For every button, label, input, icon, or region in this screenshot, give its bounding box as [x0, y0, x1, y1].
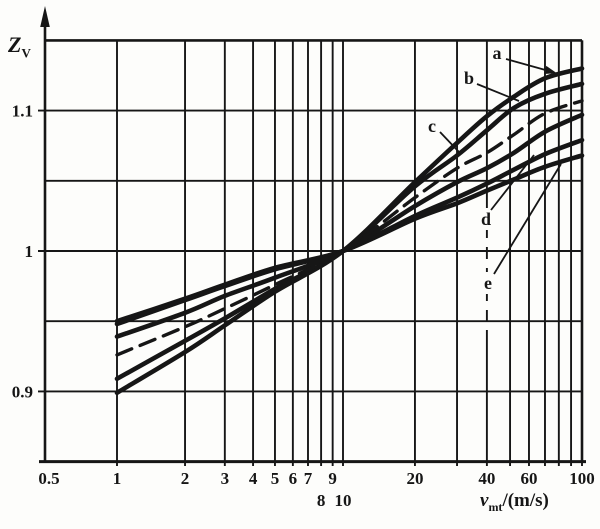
- x-axis-title-sub: mt: [488, 499, 503, 514]
- leader-line-b: [476, 83, 520, 102]
- x-tick-label: 1: [113, 469, 122, 488]
- curve-label-backdrop: [479, 272, 497, 294]
- x-axis-title: vmt/(m/s): [480, 490, 549, 515]
- curve-c: [114, 112, 585, 339]
- curve-label-e: e: [484, 273, 492, 293]
- y-axis-title-sub: V: [21, 45, 31, 61]
- leader-line-c: [439, 131, 460, 153]
- leader-line-d: [490, 154, 535, 211]
- curve-a: [114, 66, 585, 396]
- x-axis-title-unit: /(m/s): [502, 490, 549, 511]
- curve-label-b: b: [464, 68, 474, 88]
- curve-label-backdrop: [477, 208, 495, 230]
- x-tick-label: 100: [569, 469, 595, 488]
- x-tick-label: 40: [478, 469, 495, 488]
- x-tick-label: 20: [406, 469, 423, 488]
- leader-line-a: [505, 58, 550, 72]
- curve-label-d: d: [481, 209, 491, 229]
- x-tick-label: 3: [221, 469, 230, 488]
- curve-label-a: a: [493, 43, 502, 63]
- curve-b: [114, 81, 585, 382]
- y-axis-title-main: Z: [8, 32, 22, 57]
- x-tick-label: 6: [289, 469, 298, 488]
- x-tick-label: 9: [328, 469, 337, 488]
- y-tick-label: 1.1: [12, 102, 33, 121]
- x-tick-label-row2: 8: [317, 491, 326, 510]
- x-tick-label: 5: [271, 469, 280, 488]
- x-axis-title-main: v: [480, 490, 489, 511]
- curve-label-c: c: [428, 116, 436, 136]
- x-tick-label: 0.5: [38, 469, 59, 488]
- curve-d: [114, 137, 585, 327]
- x-tick-label: 4: [249, 469, 258, 488]
- curve-dashed: [115, 99, 584, 357]
- leader-line-e: [493, 163, 562, 275]
- x-tick-label: 7: [304, 469, 313, 488]
- leader-arrowhead-a: [544, 65, 557, 74]
- x-tick-label-row2: 10: [335, 491, 352, 510]
- x-tick-label: 60: [520, 469, 537, 488]
- y-tick-label: 0.9: [12, 382, 33, 401]
- x-tick-label: 2: [181, 469, 190, 488]
- y-axis-arrowhead: [40, 6, 50, 27]
- y-axis-title: ZV: [8, 32, 31, 61]
- y-tick-label: 1: [25, 242, 34, 261]
